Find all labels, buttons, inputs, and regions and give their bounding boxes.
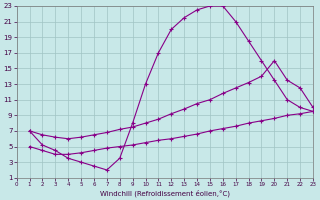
X-axis label: Windchill (Refroidissement éolien,°C): Windchill (Refroidissement éolien,°C) <box>100 189 230 197</box>
